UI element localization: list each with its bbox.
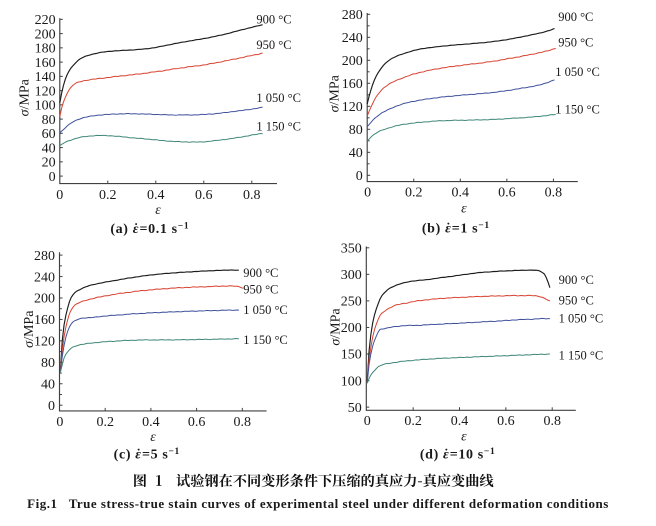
svg-text:0: 0	[49, 170, 56, 185]
svg-text:0: 0	[364, 414, 371, 429]
svg-text:1 050 °C: 1 050 °C	[256, 91, 301, 105]
svg-text:0.2: 0.2	[99, 188, 117, 203]
svg-text:σ/MPa: σ/MPa	[18, 78, 33, 116]
svg-text:950 °C: 950 °C	[558, 36, 593, 50]
svg-text:240: 240	[34, 270, 55, 285]
svg-text:Fig.1 True stress-true stain: Fig.1 True stress-true stain curves of e…	[27, 496, 609, 511]
svg-text:120: 120	[34, 335, 55, 350]
svg-text:0.2: 0.2	[404, 414, 422, 429]
svg-text:160: 160	[35, 56, 56, 71]
svg-text:900 °C: 900 °C	[256, 12, 291, 26]
svg-text:0: 0	[48, 399, 55, 414]
svg-text:ε: ε	[150, 430, 156, 445]
svg-text:0.8: 0.8	[543, 414, 561, 429]
svg-text:0.8: 0.8	[234, 415, 252, 430]
svg-text:160: 160	[34, 313, 55, 328]
svg-text:950 °C: 950 °C	[559, 294, 594, 308]
svg-text:1 050 °C: 1 050 °C	[243, 303, 288, 317]
svg-text:0: 0	[56, 188, 63, 203]
svg-text:220: 220	[35, 13, 56, 28]
svg-text:900 °C: 900 °C	[558, 10, 593, 24]
svg-text:0: 0	[356, 169, 363, 184]
svg-text:1 050 °C: 1 050 °C	[555, 65, 600, 79]
svg-text:1 150 °C: 1 150 °C	[243, 333, 288, 347]
svg-text:200: 200	[35, 27, 56, 42]
svg-text:1 150 °C: 1 150 °C	[555, 103, 600, 117]
svg-text:900 °C: 900 °C	[559, 273, 594, 287]
svg-text:200: 200	[34, 292, 55, 307]
svg-text:20: 20	[42, 156, 56, 171]
svg-text:80: 80	[349, 123, 363, 138]
svg-text:0.6: 0.6	[188, 415, 206, 430]
svg-text:0.4: 0.4	[451, 414, 469, 429]
svg-text:0.4: 0.4	[142, 415, 160, 430]
svg-text:0.2: 0.2	[96, 415, 114, 430]
svg-text:0: 0	[364, 186, 371, 201]
svg-text:900 °C: 900 °C	[243, 266, 278, 280]
svg-text:1 150 °C: 1 150 °C	[559, 348, 604, 362]
svg-text:σ/MPa: σ/MPa	[22, 310, 37, 348]
svg-text:180: 180	[35, 42, 56, 57]
svg-text:150: 150	[341, 348, 362, 363]
svg-text:140: 140	[35, 70, 56, 85]
svg-text:40: 40	[41, 377, 55, 392]
svg-text:80: 80	[41, 356, 55, 371]
svg-text:250: 250	[341, 295, 362, 310]
svg-text:60: 60	[42, 127, 56, 142]
svg-text:100: 100	[35, 99, 56, 114]
svg-text:160: 160	[342, 77, 363, 92]
svg-text:0.6: 0.6	[497, 414, 515, 429]
svg-text:1 150 °C: 1 150 °C	[256, 120, 301, 134]
svg-text:300: 300	[341, 268, 362, 283]
svg-text:ε: ε	[461, 201, 467, 216]
svg-text:80: 80	[42, 113, 56, 128]
svg-text:σ/MPa: σ/MPa	[327, 74, 342, 112]
svg-text:280: 280	[34, 249, 55, 264]
svg-text:0.6: 0.6	[498, 186, 516, 201]
svg-text:0.4: 0.4	[147, 188, 165, 203]
svg-text:120: 120	[35, 84, 56, 99]
svg-text:120: 120	[342, 100, 363, 115]
svg-text:0.2: 0.2	[405, 186, 423, 201]
svg-text:0: 0	[56, 415, 63, 430]
svg-text:0.4: 0.4	[452, 186, 470, 201]
svg-text:950 °C: 950 °C	[256, 38, 291, 52]
svg-text:50: 50	[348, 401, 362, 416]
svg-text:ε: ε	[461, 429, 467, 444]
svg-text:100: 100	[341, 374, 362, 389]
svg-text:350: 350	[341, 242, 362, 257]
svg-text:0.8: 0.8	[545, 186, 563, 201]
svg-text:σ/MPa: σ/MPa	[328, 308, 343, 346]
svg-text:950 °C: 950 °C	[243, 283, 278, 297]
svg-text:40: 40	[42, 141, 56, 156]
svg-text:200: 200	[342, 54, 363, 69]
svg-text:ε: ε	[155, 203, 161, 218]
svg-text:0.8: 0.8	[243, 188, 261, 203]
svg-text:1 050 °C: 1 050 °C	[559, 312, 604, 326]
svg-text:0.6: 0.6	[195, 188, 213, 203]
svg-text:40: 40	[349, 146, 363, 161]
svg-text:200: 200	[341, 321, 362, 336]
svg-text:240: 240	[342, 31, 363, 46]
svg-text:280: 280	[342, 8, 363, 23]
